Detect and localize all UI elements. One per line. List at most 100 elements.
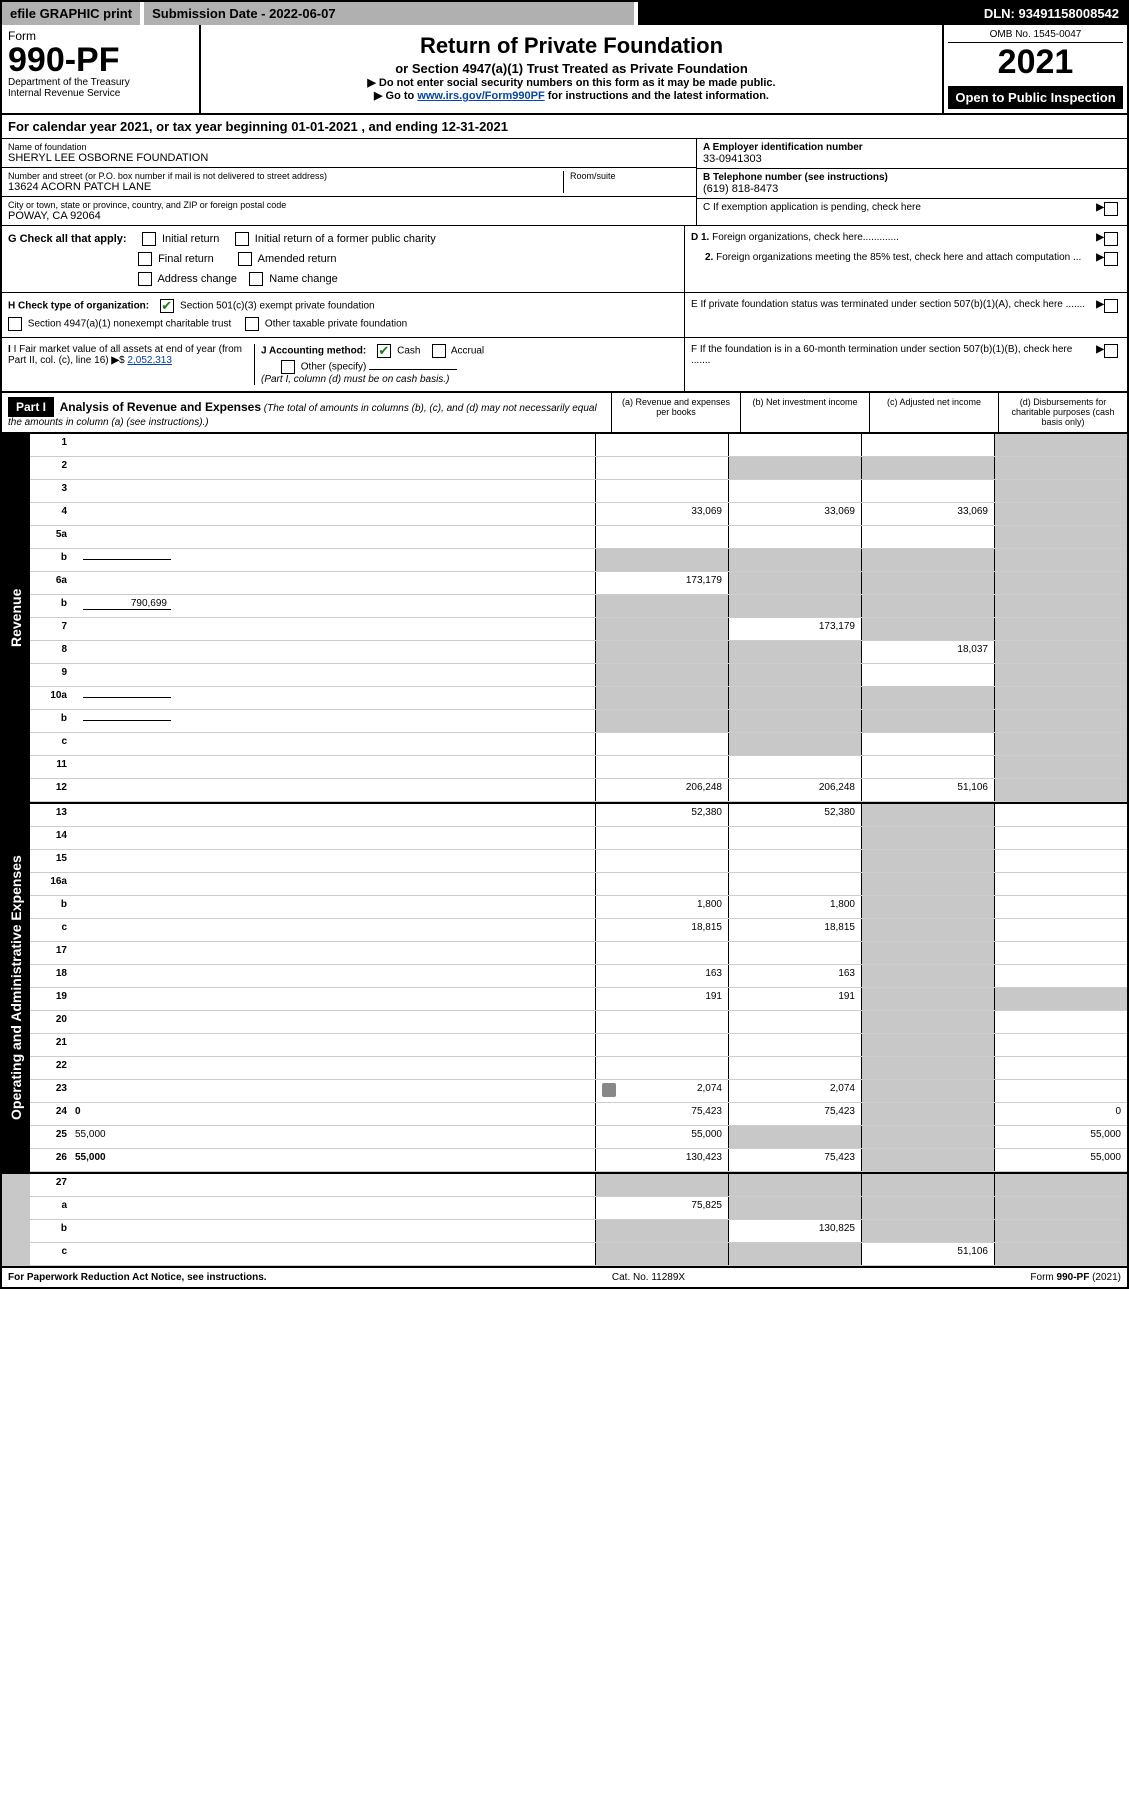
cell-col-b: 75,423 <box>728 1149 861 1171</box>
row-number: 24 <box>30 1103 73 1125</box>
address-change-checkbox[interactable] <box>138 272 152 286</box>
form-header: Form 990-PF Department of the Treasury I… <box>2 25 1127 115</box>
ein-label: A Employer identification number <box>703 142 1121 153</box>
ij-left: I I Fair market value of all assets at e… <box>2 338 685 391</box>
note-1: ▶ Do not enter social security numbers o… <box>207 76 936 89</box>
cell-col-d: 55,000 <box>994 1149 1127 1171</box>
h-other-label: Other taxable private foundation <box>265 319 407 330</box>
cell-col-d <box>994 1080 1127 1102</box>
row-number: 7 <box>30 618 73 640</box>
cell-col-d <box>994 641 1127 663</box>
c-cell: C If exemption application is pending, c… <box>697 199 1127 225</box>
cell-col-a <box>595 434 728 456</box>
d1-checkbox[interactable] <box>1104 232 1118 246</box>
cell-col-d <box>994 942 1127 964</box>
g-section: G Check all that apply: Initial return I… <box>2 226 685 292</box>
final-return-checkbox[interactable] <box>138 252 152 266</box>
f-checkbox[interactable] <box>1104 344 1118 358</box>
row-number: 15 <box>30 850 73 872</box>
row-description <box>73 1034 595 1056</box>
h-501c3-label: Section 501(c)(3) exempt private foundat… <box>180 301 375 312</box>
row-description <box>73 733 595 755</box>
amended-return-checkbox[interactable] <box>238 252 252 266</box>
part1-badge: Part I <box>8 397 54 417</box>
cell-col-c <box>861 1220 994 1242</box>
h-other-checkbox[interactable] <box>245 317 259 331</box>
j-other-label: Other (specify) <box>301 362 367 373</box>
cell-col-b: 1,800 <box>728 896 861 918</box>
cell-col-d <box>994 710 1127 732</box>
efile-label[interactable]: efile GRAPHIC print <box>2 2 144 25</box>
cell-col-c <box>861 549 994 571</box>
cell-col-d <box>994 687 1127 709</box>
j-other-input[interactable] <box>369 369 457 370</box>
fmv-link[interactable]: 2,052,313 <box>127 355 172 366</box>
initial-return-label: Initial return <box>162 233 219 245</box>
cell-col-d <box>994 664 1127 686</box>
cell-col-b <box>728 756 861 778</box>
cell-col-d <box>994 1220 1127 1242</box>
row-number: 14 <box>30 827 73 849</box>
name-change-checkbox[interactable] <box>249 272 263 286</box>
e-checkbox[interactable] <box>1104 299 1118 313</box>
inline-value <box>83 720 171 721</box>
table-row: 6a173,179 <box>30 572 1127 595</box>
cell-col-a <box>595 756 728 778</box>
initial-return-checkbox[interactable] <box>142 232 156 246</box>
cell-col-b <box>728 1126 861 1148</box>
room-label: Room/suite <box>570 171 690 181</box>
tax-year: 2021 <box>948 43 1123 82</box>
row-description <box>73 988 595 1010</box>
table-row: 7173,179 <box>30 618 1127 641</box>
cell-col-d <box>994 526 1127 548</box>
cell-col-a: 163 <box>595 965 728 987</box>
h-501c3-checkbox[interactable] <box>160 299 174 313</box>
cell-col-d <box>994 1197 1127 1219</box>
irs-label: Internal Revenue Service <box>8 88 193 99</box>
cell-col-c <box>861 1103 994 1125</box>
row-number: 21 <box>30 1034 73 1056</box>
j-other-checkbox[interactable] <box>281 360 295 374</box>
cell-col-b: 2,074 <box>728 1080 861 1102</box>
cell-col-b <box>728 526 861 548</box>
row-number: 1 <box>30 434 73 456</box>
c-checkbox[interactable] <box>1104 202 1118 216</box>
row-description <box>73 965 595 987</box>
h-section: H Check type of organization: Section 50… <box>2 293 685 337</box>
cell-col-d <box>994 457 1127 479</box>
form990pf-link[interactable]: www.irs.gov/Form990PF <box>417 90 544 102</box>
cell-col-a <box>595 549 728 571</box>
j-cash-checkbox[interactable] <box>377 344 391 358</box>
arrow-icon: ▶ <box>1096 232 1104 243</box>
cell-col-a <box>595 710 728 732</box>
row-description <box>73 503 595 525</box>
h-4947-checkbox[interactable] <box>8 317 22 331</box>
amended-return-label: Amended return <box>258 253 337 265</box>
attachment-icon[interactable] <box>602 1083 616 1097</box>
row-number: 26 <box>30 1149 73 1171</box>
table-row: 19191191 <box>30 988 1127 1011</box>
dln: DLN: 93491158008542 <box>638 2 1127 25</box>
cell-col-a <box>595 873 728 895</box>
table-row: 14 <box>30 827 1127 850</box>
form-page: efile GRAPHIC print Submission Date - 20… <box>0 0 1129 1289</box>
row-description <box>73 457 595 479</box>
ein-cell: A Employer identification number 33-0941… <box>697 139 1127 169</box>
table-row: 2555,00055,00055,000 <box>30 1126 1127 1149</box>
h-section-row: H Check type of organization: Section 50… <box>2 292 1127 337</box>
j-label: J Accounting method: <box>261 346 366 357</box>
row-number: 22 <box>30 1057 73 1079</box>
table-row: 21 <box>30 1034 1127 1057</box>
col-d-header: (d) Disbursements for charitable purpose… <box>998 393 1127 432</box>
cell-col-b: 130,825 <box>728 1220 861 1242</box>
j-accrual-checkbox[interactable] <box>432 344 446 358</box>
check-section: G Check all that apply: Initial return I… <box>2 226 1127 292</box>
cell-col-b <box>728 1011 861 1033</box>
page-footer: For Paperwork Reduction Act Notice, see … <box>2 1266 1127 1287</box>
initial-former-checkbox[interactable] <box>235 232 249 246</box>
d2-checkbox[interactable] <box>1104 252 1118 266</box>
cell-col-b <box>728 549 861 571</box>
row-number: 16a <box>30 873 73 895</box>
cell-col-b: 18,815 <box>728 919 861 941</box>
part1-desc: Part I Analysis of Revenue and Expenses … <box>2 393 611 432</box>
